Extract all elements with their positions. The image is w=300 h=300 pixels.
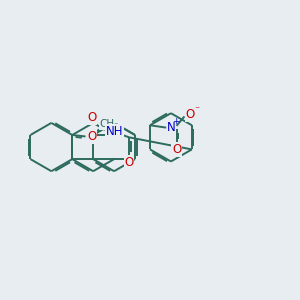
Text: N: N	[167, 121, 176, 134]
Text: O: O	[124, 156, 134, 169]
Text: O: O	[186, 109, 195, 122]
Text: +: +	[172, 117, 179, 126]
Text: NH: NH	[106, 125, 123, 138]
Text: O: O	[172, 143, 181, 156]
Text: CH₃: CH₃	[99, 119, 119, 129]
Text: O: O	[87, 130, 97, 143]
Text: ⁻: ⁻	[194, 105, 200, 115]
Text: O: O	[87, 111, 96, 124]
